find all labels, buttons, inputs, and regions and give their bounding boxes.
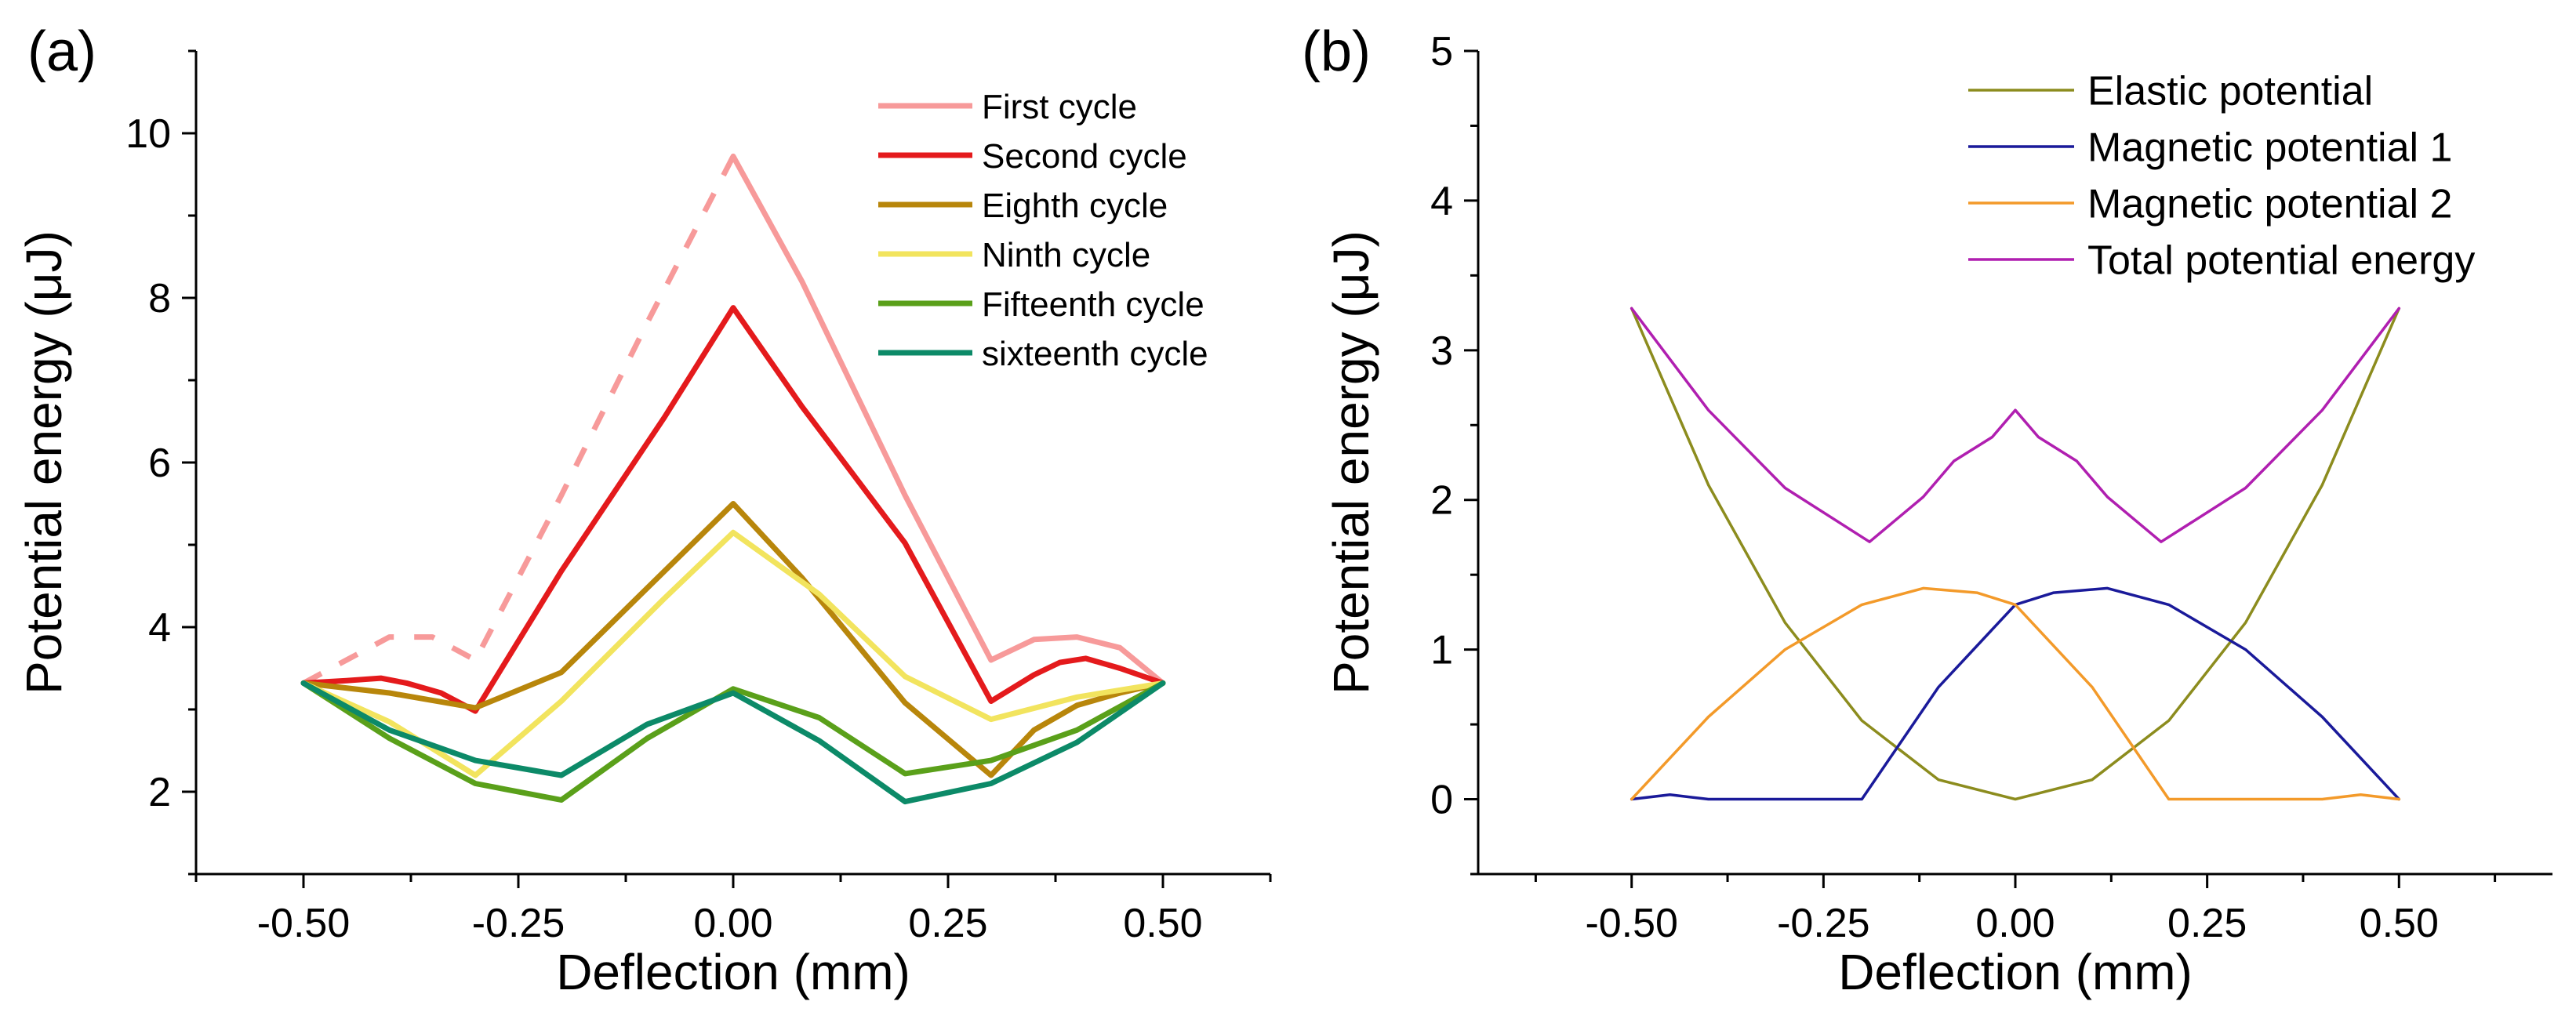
legend-label-eighth-cycle: Eighth cycle	[982, 187, 1168, 225]
x-tick-label: 0.25	[908, 901, 987, 946]
legend-label-fifteenth-cycle: Fifteenth cycle	[982, 285, 1204, 324]
x-tick-label: 0.25	[2167, 901, 2247, 946]
series-line-sixteenth-cycle	[300, 680, 1166, 805]
y-axis-title: Potential energy (μJ)	[1323, 230, 1379, 695]
legend-label-magnetic-potential-2: Magnetic potential 2	[2087, 182, 2452, 227]
x-axis-title: Deflection (mm)	[556, 944, 910, 1000]
y-tick-label: 5	[1430, 29, 1453, 74]
series-line-magnetic-potential-2	[1630, 586, 2401, 801]
y-tick-label: 1	[1430, 628, 1453, 673]
y-tick-label: 10	[125, 111, 171, 157]
series-line-ninth-cycle	[300, 529, 1166, 778]
series-line-elastic-potential	[1630, 307, 2401, 801]
series-line-first-cycle	[730, 153, 1166, 686]
series-line-eighth-cycle	[300, 501, 1166, 778]
legend-label-second-cycle: Second cycle	[982, 137, 1187, 176]
series-line-fifteenth-cycle	[300, 680, 1166, 803]
legend-label-elastic-potential: Elastic potential	[2087, 69, 2373, 114]
series-line-magnetic-potential-1	[1630, 586, 2401, 801]
x-tick-label: 0.00	[1975, 901, 2055, 946]
y-tick-label: 8	[148, 276, 171, 321]
legend-label-first-cycle: First cycle	[982, 88, 1137, 126]
x-axis-title: Deflection (mm)	[1838, 944, 2193, 1000]
panel-b-label: (b)	[1302, 20, 1371, 83]
y-tick-label: 4	[148, 605, 171, 651]
x-tick-label: 0.50	[2360, 901, 2439, 946]
y-tick-label: 6	[148, 441, 171, 486]
y-tick-label: 4	[1430, 179, 1453, 224]
y-tick-label: 0	[1430, 778, 1453, 823]
x-tick-label: -0.50	[257, 901, 351, 946]
x-tick-label: -0.25	[472, 901, 565, 946]
y-tick-label: 3	[1430, 328, 1453, 374]
series-line-second-cycle	[300, 305, 1166, 714]
x-tick-label: -0.50	[1585, 901, 1678, 946]
legend-label-total-potential-energy: Total potential energy	[2087, 238, 2475, 284]
y-tick-label: 2	[148, 770, 171, 815]
legend-label-ninth-cycle: Ninth cycle	[982, 236, 1150, 274]
legend-label-magnetic-potential-1: Magnetic potential 1	[2087, 125, 2452, 171]
panel-b: (b) -0.50 -0.25 0.00 0.25 0.50 0 1 2 3 4 5 Deflecti…	[1302, 20, 2552, 1000]
x-tick-label: 0.50	[1123, 901, 1202, 946]
panel-a: (a) -0.50 -0.25 0.00 0.25 0.50 2 4 6 8 10 Deflecti…	[16, 20, 1272, 1000]
x-tick-label: -0.25	[1777, 901, 1870, 946]
y-tick-label: 2	[1430, 478, 1453, 524]
legend-label-sixteenth-cycle: sixteenth cycle	[982, 335, 1208, 373]
series-line-first-cycle-dashed	[302, 154, 736, 686]
y-axis-title: Potential energy (μJ)	[16, 230, 72, 695]
panel-a-label: (a)	[27, 20, 96, 83]
x-tick-label: 0.00	[693, 901, 772, 946]
series-line-total-potential-energy	[1630, 307, 2401, 543]
